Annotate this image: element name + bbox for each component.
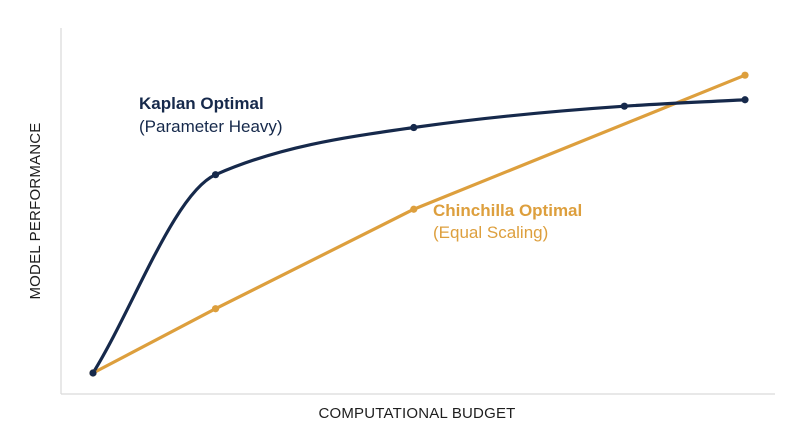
kaplan-point [211,171,220,179]
kaplan-point [410,123,418,132]
kaplan-point [620,102,628,110]
kaplan-subtitle: (Parameter Heavy) [139,117,283,136]
kaplan-title: Kaplan Optimal [139,94,264,113]
legend-label-chinchilla: Chinchilla Optimal (Equal Scaling) [433,201,582,242]
chinchilla-subtitle: (Equal Scaling) [433,223,548,242]
y-axis-label: MODEL PERFORMANCE [27,122,44,299]
series-layer [89,71,749,377]
chinchilla-point [211,305,220,313]
axes [60,28,775,395]
legend-label-kaplan: Kaplan Optimal (Parameter Heavy) [139,94,283,136]
kaplan-point [741,96,749,104]
chinchilla-title: Chinchilla Optimal [433,201,582,220]
kaplan-line [91,98,747,375]
kaplan-point [89,369,97,377]
chinchilla-point [741,71,749,79]
chinchilla-point [410,205,418,213]
x-axis-label: COMPUTATIONAL BUDGET [318,405,515,422]
chinchilla-line [91,73,747,375]
